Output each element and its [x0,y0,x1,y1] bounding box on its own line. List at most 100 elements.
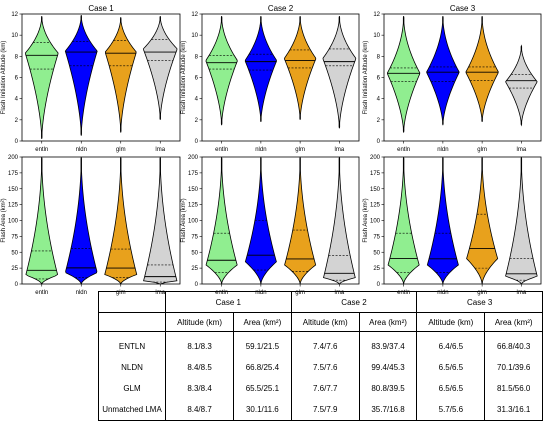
table-cell: 8.4/8.5 [164,357,234,378]
y-tick-label: 12 [11,12,18,18]
y-tick-label: 50 [373,250,380,256]
table-row-label: Unmatched LMA [102,405,162,414]
table-corner-sub [98,312,166,332]
x-tick-label: lma [335,147,345,153]
y-tick-label: 175 [188,171,199,177]
table-row: GLM 8.3/8.4 65.5/25.1 7.6/7.7 80.8/39.5 … [99,378,543,399]
y-tick-label: 25 [373,266,380,272]
y-tick-label: 4 [15,97,19,103]
x-tick-label: nldn [76,147,87,153]
y-tick-label: 200 [370,155,381,161]
table-cell: 6.4/6.5 [416,331,485,357]
table-cell: 81.5/56.0 [484,378,543,399]
violin-nldn [244,157,277,284]
x-tick-label: nldn [437,147,448,153]
violin-nldn [244,16,277,123]
y-tick-label: 100 [370,219,381,225]
y-tick-label: 0 [195,282,199,288]
table-row: Unmatched LMA 8.4/8.7 30.1/11.6 7.5/7.9 … [99,399,543,421]
violin-group [25,157,178,284]
violin-entln [387,157,420,284]
violin-panel: 0 2 4 6 8 10 12 Flash Initiation Altitude (km) C… [1,4,181,153]
table-row-label: ENTLN [118,342,146,351]
violin-entln [205,157,238,284]
y-tick-label: 150 [370,187,381,193]
table-row: ENTLN 8.1/8.3 59.1/21.5 7.4/7.6 83.9/37.… [99,331,543,357]
y-tick-label: 10 [11,33,18,39]
violin-glm [284,157,317,284]
y-tick-label: 175 [8,171,19,177]
table-cell: 30.1/11.6 [233,399,292,421]
y-tick-label: 175 [370,171,381,177]
table-subheader: Altitude (km) [290,312,360,332]
violin-group [205,157,356,284]
table-row: NLDN 8.4/8.5 66.8/25.4 7.5/7.6 99.4/45.3… [99,357,543,378]
violin-entln [25,157,59,284]
y-tick-label: 75 [11,234,18,240]
violin-glm [104,17,137,133]
violin-nldn [426,16,460,126]
y-tick-label: 100 [188,219,199,225]
y-tick-label: 100 [8,219,19,225]
violin-nldn [65,157,98,284]
table-cell: 65.5/25.1 [233,378,292,399]
y-tick-label: 6 [15,76,19,82]
table-subheader: Area (km²) [484,312,543,332]
x-tick-label: lma [517,147,527,153]
table-cell: 66.8/40.3 [484,331,543,357]
table-cell: 8.3/8.4 [164,378,234,399]
x-tick-label: entln [35,147,48,153]
table-cell: 31.3/16.1 [484,399,543,421]
y-tick-label: 12 [191,12,198,18]
y-tick-label: 125 [370,203,381,209]
table-cell: 35.7/16.8 [358,399,417,421]
table-cell: 99.4/45.3 [358,357,417,378]
table-cell: 70.1/39.6 [484,357,543,378]
table-cell: 59.1/21.5 [233,331,292,357]
y-tick-label: 2 [15,118,19,124]
y-tick-label: 0 [195,139,199,145]
y-tick-label: 150 [8,187,19,193]
y-tick-label: 50 [191,250,198,256]
table-corner [98,291,166,313]
y-tick-label: 12 [373,12,380,18]
y-axis-label: Flash Area (km²) [1,198,7,242]
violin-lma [505,157,538,284]
violin-lma [505,44,538,127]
y-tick-label: 2 [377,118,381,124]
y-tick-label: 8 [195,54,199,60]
x-tick-label: nldn [255,147,266,153]
violin-glm [465,16,499,123]
y-tick-label: 0 [377,139,381,145]
table-row-label: GLM [123,384,141,393]
y-tick-label: 125 [188,203,199,209]
violin-entln [387,16,421,133]
table-cell: 8.1/8.3 [164,331,234,357]
table-subheader: Altitude (km) [416,312,485,332]
y-tick-label: 75 [191,234,198,240]
violin-panel: 0 2 4 6 8 10 12 Flash Initiation Altitude (km) C… [363,4,542,153]
table-subheader: Altitude (km) [164,312,234,332]
violin-lma [322,16,357,129]
x-tick-label: glm [295,147,305,153]
y-tick-label: 0 [15,139,19,145]
violin-glm [104,157,138,284]
y-axis-label: Flash Area (km²) [181,198,187,242]
table-cell: 7.5/7.9 [290,399,360,421]
table-group-case-2: Case 2 [290,291,417,313]
y-tick-label: 75 [373,234,380,240]
violin-panel: 0 2 4 6 8 10 12 Flash Initiation Altitude (km) C… [181,4,360,153]
y-tick-label: 150 [188,187,199,193]
table-cell: 7.5/7.6 [290,357,360,378]
panel-title: Case 3 [450,4,476,13]
violin-group [387,157,538,284]
violin-group [205,16,357,129]
table-cell: 5.7/5.6 [416,399,485,421]
violin-lma [143,157,178,284]
summary-table: Case 1 Case 2 Case 3 Altitude (km) Area … [98,291,543,421]
y-tick-label: 10 [373,33,380,39]
